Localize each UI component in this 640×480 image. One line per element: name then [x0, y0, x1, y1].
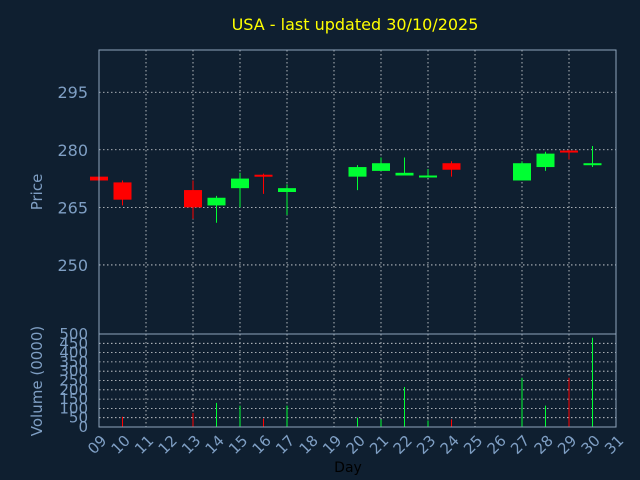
candle-body [560, 150, 578, 153]
volume-tick-label: 200 [59, 381, 88, 399]
candle-body [278, 188, 296, 192]
candle-body [207, 197, 226, 206]
x-tick-labels: 0910111213141516171819202122232425262728… [84, 432, 627, 458]
candle-body [442, 163, 461, 170]
price-grid [99, 50, 616, 334]
candle-body [231, 178, 249, 189]
volume-tick-label: 450 [59, 334, 88, 352]
price-tick-label: 250 [57, 256, 88, 275]
x-axis-title: Day [334, 460, 362, 476]
volume-tick-label: 150 [59, 390, 88, 408]
volume-tick-label: 250 [59, 372, 88, 390]
volume-tick-label: 100 [59, 399, 88, 417]
price-tick-labels: 250 265 280 295 [57, 83, 88, 275]
volume-tick-label: 0 [78, 418, 88, 436]
chart-title: USA - last updated 30/10/2025 [232, 15, 479, 34]
candle-body [184, 190, 202, 208]
candle-body [372, 163, 390, 171]
volume-axis-title: Volume (0000) [28, 326, 46, 436]
price-tick-label: 265 [57, 198, 88, 217]
candle-body [113, 182, 132, 200]
candle-body [583, 163, 602, 166]
candle-body [348, 167, 367, 177]
volume-tick-label: 300 [59, 362, 88, 380]
price-axis-title: Price [28, 174, 46, 211]
candles [90, 145, 602, 223]
volume-tick-label: 50 [69, 409, 88, 427]
volume-tick-label: 400 [59, 344, 88, 362]
candle-body [395, 172, 414, 176]
price-tick-label: 295 [57, 83, 88, 102]
candle-body [419, 175, 437, 178]
volume-tick-label: 350 [59, 353, 88, 371]
volume-plot-frame [98, 333, 617, 428]
volume-tick-label: 500 [59, 325, 88, 343]
candle-body [536, 153, 555, 168]
candle-body [254, 174, 273, 177]
volume-bars [122, 337, 593, 427]
candle-body [513, 163, 531, 181]
price-tick-label: 280 [57, 141, 88, 160]
